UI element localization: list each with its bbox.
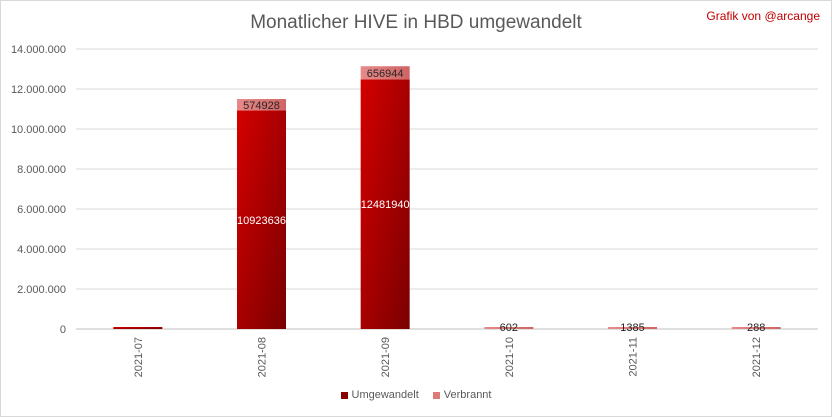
bar-umgewandelt-2021-07 [113,327,163,329]
data-label-verbrannt-2021-08: 574928 [243,100,280,112]
data-label-verbrannt-2021-10: 602 [500,322,518,334]
bar-verbrannt-2021-08 [237,99,286,111]
data-label-umgewandelt-2021-09: 12481940 [361,199,410,211]
bars [113,66,781,329]
bar-verbrannt-2021-09 [360,66,410,80]
bar-verbrannt-2021-12 [731,327,781,329]
y-tick-label: 12.000.000 [11,84,66,96]
y-axis: 0 2.000.000 4.000.000 6.000.000 8.000.000 10.… [11,44,66,336]
legend-swatch-verbrannt [432,391,440,399]
bar-umgewandelt-2021-09 [360,79,410,329]
x-tick-label: 2021-08 [257,337,269,377]
bar-umgewandelt-2021-08 [237,110,286,329]
y-tick-label: 8.000.000 [17,164,66,176]
data-labels: 10923636 574928 12481940 656944 602 1385 288 [237,68,765,334]
bar-verbrannt-2021-11 [608,327,657,329]
gridlines [76,48,818,330]
data-label-verbrannt-2021-12: 288 [747,322,765,334]
x-tick-label: 2021-12 [751,337,763,377]
data-label-verbrannt-2021-11: 1385 [620,322,644,334]
y-tick-label: 10.000.000 [11,124,66,136]
data-label-verbrannt-2021-09: 656944 [367,68,404,80]
x-axis: 2021-07 2021-08 2021-09 2021-10 2021-11 2021-… [133,337,763,377]
legend-item-verbrannt: Verbrannt [432,389,492,401]
chart-title: Monatlicher HIVE in HBD umgewandelt [250,12,582,33]
x-tick-label: 2021-11 [628,337,640,377]
y-tick-label: 0 [60,324,66,336]
legend-label-verbrannt: Verbrannt [443,389,492,401]
y-tick-label: 14.000.000 [11,44,66,56]
x-tick-label: 2021-10 [504,337,516,377]
x-tick-label: 2021-07 [133,337,145,377]
y-tick-label: 2.000.000 [17,284,66,296]
bar-verbrannt-2021-10 [484,327,534,329]
legend: Umgewandelt Verbrannt [0,389,832,401]
y-tick-label: 6.000.000 [17,204,66,216]
legend-item-umgewandelt: Umgewandelt [340,389,419,401]
y-tick-label: 4.000.000 [17,244,66,256]
chart-credit: Grafik von @arcange [706,9,820,23]
legend-swatch-umgewandelt [340,391,348,399]
legend-label-umgewandelt: Umgewandelt [351,389,419,401]
data-label-umgewandelt-2021-08: 10923636 [237,215,286,227]
x-tick-label: 2021-09 [380,337,392,377]
